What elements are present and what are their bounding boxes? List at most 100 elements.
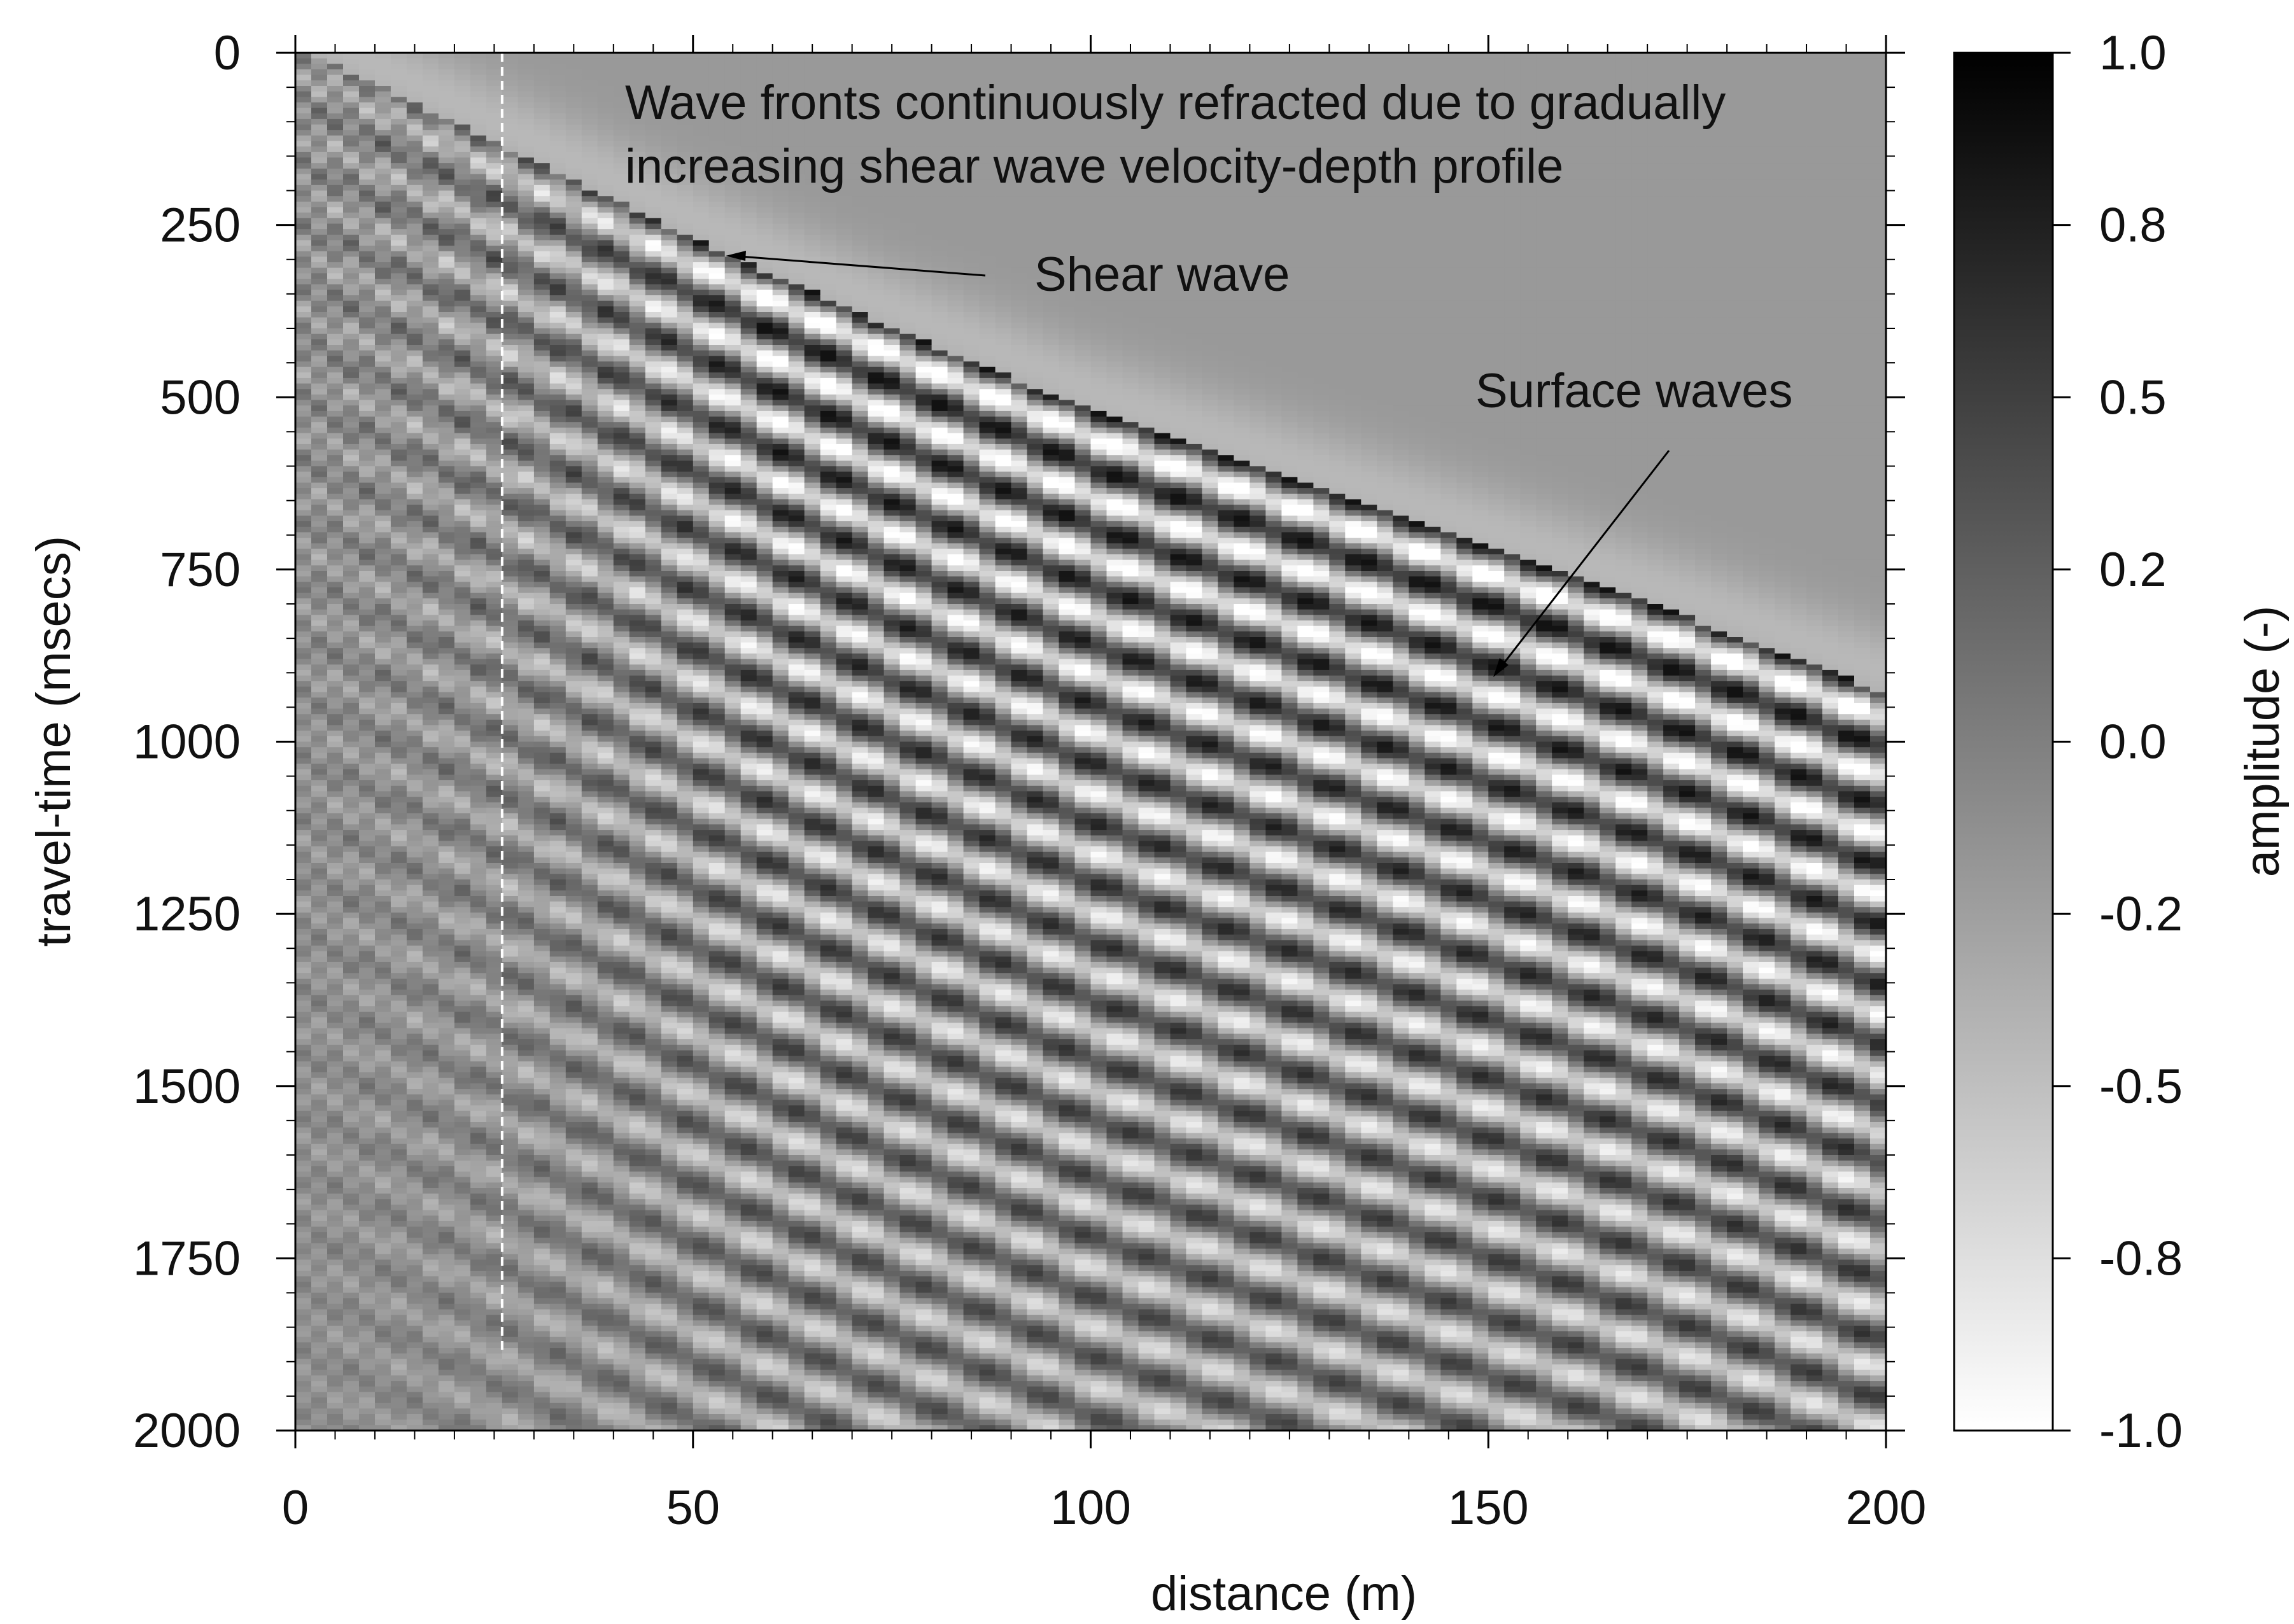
wave-cell xyxy=(295,367,312,373)
wave-cell xyxy=(439,152,455,158)
wave-cell xyxy=(439,1051,455,1056)
wave-cell xyxy=(359,802,376,808)
wave-cell xyxy=(295,990,312,995)
wave-cell xyxy=(359,312,376,318)
wave-cell xyxy=(375,174,391,180)
wave-cell xyxy=(470,554,487,560)
wave-cell xyxy=(359,709,376,715)
wave-cell xyxy=(407,736,423,742)
wave-cell xyxy=(391,631,407,637)
wave-cell xyxy=(375,1194,391,1200)
wave-cell xyxy=(502,824,519,830)
wave-cell xyxy=(439,202,455,207)
wave-cell xyxy=(327,1133,344,1138)
wave-cell xyxy=(391,174,407,180)
wave-cell xyxy=(534,654,551,659)
wave-cell xyxy=(470,1254,487,1260)
wave-cell xyxy=(454,527,471,533)
wave-cell xyxy=(470,869,487,874)
wave-cell xyxy=(423,455,439,461)
wave-cell xyxy=(375,86,391,92)
wave-cell xyxy=(391,334,407,340)
wave-cell xyxy=(439,262,455,268)
wave-cell xyxy=(423,1348,439,1354)
wave-cell xyxy=(311,1293,328,1299)
wave-cell xyxy=(375,1277,391,1282)
wave-cell xyxy=(470,1364,487,1370)
wave-cell xyxy=(423,64,439,69)
wave-cell xyxy=(454,323,471,328)
wave-cell xyxy=(311,483,328,489)
wave-cell xyxy=(343,1133,360,1138)
wave-cell xyxy=(359,367,376,373)
wave-cell xyxy=(502,923,519,929)
wave-cell xyxy=(470,1161,487,1166)
wave-cell xyxy=(423,846,439,852)
wave-cell xyxy=(343,80,360,86)
wave-cell xyxy=(502,411,519,417)
wave-cell xyxy=(486,879,503,885)
wave-cell xyxy=(550,1277,566,1282)
wave-cell xyxy=(359,1265,376,1271)
wave-cell xyxy=(518,670,535,676)
wave-cell xyxy=(327,92,344,97)
wave-cell xyxy=(343,935,360,941)
wave-cell xyxy=(295,863,312,869)
wave-cell xyxy=(311,830,328,836)
wave-cell xyxy=(295,543,312,549)
wave-cell xyxy=(327,869,344,874)
wave-cell xyxy=(502,207,519,213)
wave-cell xyxy=(550,692,566,698)
wave-cell xyxy=(423,69,439,75)
wave-cell xyxy=(518,224,535,230)
wave-cell xyxy=(375,874,391,879)
wave-cell xyxy=(550,1392,566,1397)
wave-cell xyxy=(343,450,360,456)
wave-cell xyxy=(502,1061,519,1067)
wave-cell xyxy=(454,80,471,86)
wave-cell xyxy=(439,438,455,444)
wave-cell xyxy=(518,1072,535,1078)
wave-cell xyxy=(566,747,582,753)
wave-cell xyxy=(470,246,487,251)
wave-cell xyxy=(407,1331,423,1337)
wave-cell xyxy=(375,163,391,169)
wave-cell xyxy=(423,946,439,951)
wave-cell xyxy=(391,1199,407,1205)
wave-cell xyxy=(454,1012,471,1018)
wave-cell xyxy=(534,125,551,130)
wave-cell xyxy=(407,472,423,477)
wave-cell xyxy=(327,113,344,119)
wave-cell xyxy=(534,1001,551,1007)
wave-cell xyxy=(375,1381,391,1387)
wave-cell xyxy=(295,69,312,75)
wave-cell xyxy=(534,598,551,604)
wave-cell xyxy=(439,879,455,885)
wave-cell xyxy=(311,1177,328,1183)
wave-cell xyxy=(295,384,312,389)
wave-cell xyxy=(486,808,503,813)
wave-cell xyxy=(343,836,360,841)
wave-cell xyxy=(295,163,312,169)
wave-cell xyxy=(550,1243,566,1249)
wave-cell xyxy=(343,736,360,742)
wave-cell xyxy=(470,1392,487,1397)
wave-cell xyxy=(502,102,519,108)
wave-cell xyxy=(407,433,423,439)
wave-cell xyxy=(470,913,487,918)
wave-cell xyxy=(454,169,471,174)
wave-cell xyxy=(470,753,487,759)
wave-cell xyxy=(359,984,376,990)
wave-cell xyxy=(566,246,582,251)
wave-cell xyxy=(454,643,471,648)
wave-cell xyxy=(486,1381,503,1387)
wave-cell xyxy=(391,1277,407,1282)
wave-cell xyxy=(439,1287,455,1293)
wave-cell xyxy=(359,1006,376,1012)
wave-cell xyxy=(359,301,376,307)
wave-cell xyxy=(407,1023,423,1028)
wave-cell xyxy=(486,1375,503,1381)
wave-cell xyxy=(359,918,376,924)
wave-cell xyxy=(311,995,328,1001)
wave-cell xyxy=(423,1310,439,1315)
